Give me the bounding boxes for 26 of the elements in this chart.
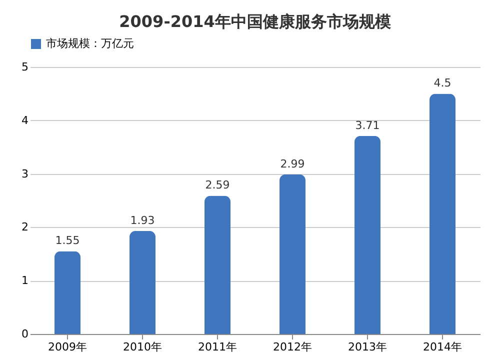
x-tick-label: 2013年 xyxy=(348,340,387,354)
y-tick-label: 4 xyxy=(22,114,28,127)
x-tick-label: 2009年 xyxy=(48,340,87,354)
x-tick-label: 2012年 xyxy=(273,340,312,354)
data-label: 1.55 xyxy=(55,234,80,248)
bar xyxy=(354,136,380,334)
data-label: 3.71 xyxy=(355,118,380,132)
data-label: 4.5 xyxy=(434,76,452,90)
y-tick-label: 2 xyxy=(22,220,28,234)
data-label: 2.59 xyxy=(205,178,230,192)
data-label: 1.93 xyxy=(130,214,155,227)
bar xyxy=(430,94,456,334)
bar xyxy=(54,251,80,334)
y-tick-label: 5 xyxy=(22,60,28,74)
x-tick-label: 2010年 xyxy=(123,340,162,354)
bar xyxy=(204,196,230,334)
x-tick-label: 2014年 xyxy=(423,340,462,354)
bar xyxy=(130,230,156,334)
chart-title: 2009-2014年中国健康服务市场规模 xyxy=(119,12,391,31)
y-tick-label: 0 xyxy=(22,328,28,340)
data-label: 2.99 xyxy=(280,157,305,170)
x-tick-label: 2011年 xyxy=(198,340,237,354)
legend-label: 市场规模：万亿元 xyxy=(46,37,134,50)
y-tick-label: 3 xyxy=(22,167,28,180)
bar xyxy=(280,174,306,334)
y-tick-label: 1 xyxy=(22,274,28,288)
